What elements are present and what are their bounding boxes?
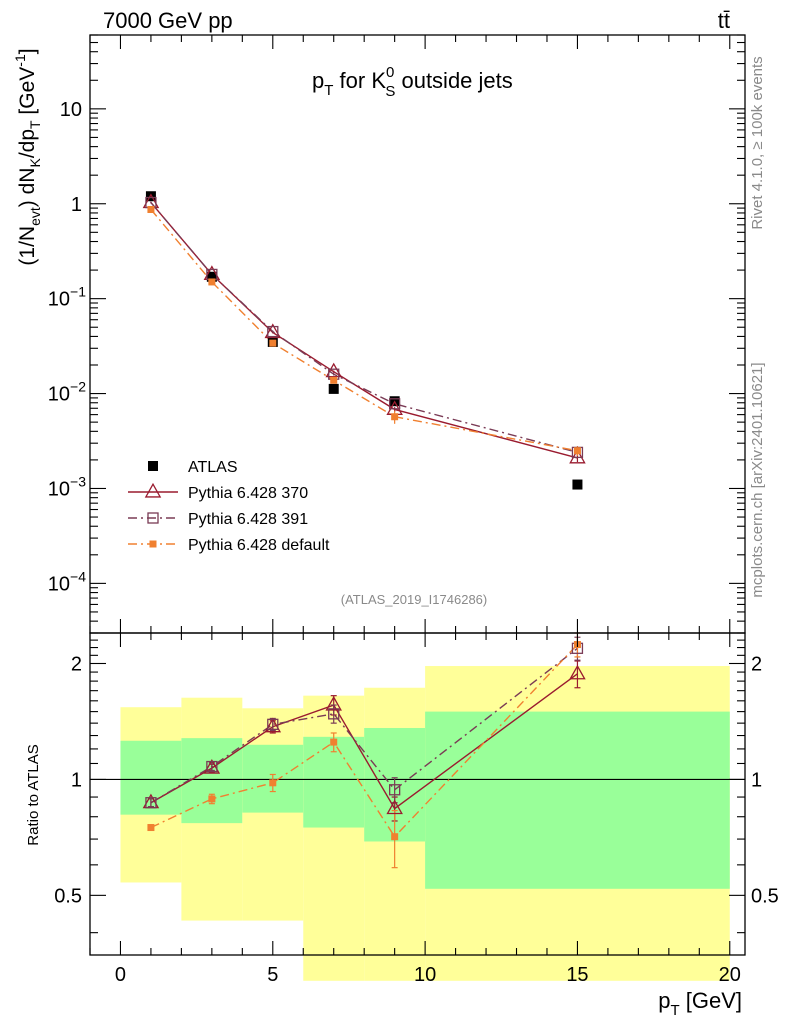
legend-label: Pythia 6.428 default bbox=[188, 537, 330, 554]
data-point bbox=[389, 398, 401, 410]
ratio-point bbox=[208, 795, 216, 803]
x-tick-label: 20 bbox=[719, 964, 741, 986]
ratio-point bbox=[269, 779, 277, 787]
band-outer bbox=[242, 708, 304, 921]
legend: ATLAS Pythia 6.428 370 Pythia 6.428 391 Pyt… bbox=[128, 459, 330, 554]
x-tick-label: 0 bbox=[115, 964, 126, 986]
ratio-ylabel: Ratio to ATLAS bbox=[25, 744, 42, 845]
plot-title: pT for K0 S outside jets bbox=[312, 64, 513, 100]
x-tick-label: 5 bbox=[267, 964, 278, 986]
y-tick-label: 10−2 bbox=[48, 379, 86, 406]
data-point bbox=[145, 191, 156, 202]
ratio-y-tick-label: 2 bbox=[71, 653, 82, 675]
ratio-y-tick-label-right: 2 bbox=[751, 653, 762, 675]
header-right: tt̄ bbox=[718, 8, 730, 33]
legend-label: ATLAS bbox=[188, 459, 238, 476]
series-line bbox=[150, 209, 578, 452]
series-line bbox=[150, 202, 578, 459]
legend-label: Pythia 6.428 370 bbox=[188, 485, 308, 502]
legend-marker bbox=[144, 482, 162, 498]
ratio-y-tick-label-right: 0.5 bbox=[751, 885, 779, 907]
data-point bbox=[267, 325, 279, 338]
header-left: 7000 GeV pp bbox=[103, 8, 233, 33]
data-point bbox=[264, 323, 282, 339]
legend-marker bbox=[149, 540, 157, 548]
ratio-point bbox=[267, 718, 279, 730]
data-point bbox=[208, 278, 216, 286]
ratio-line bbox=[150, 644, 578, 838]
data-point bbox=[269, 339, 277, 347]
ratio-line bbox=[150, 647, 578, 804]
mcplots-label: mcplots.cern.ch [arXiv:2401.10621] bbox=[749, 362, 766, 597]
data-point bbox=[573, 447, 581, 455]
ratio-y-tick-label: 0.5 bbox=[54, 885, 82, 907]
y-tick-label: 10−3 bbox=[48, 473, 86, 500]
data-point bbox=[325, 362, 342, 378]
ratio-y-tick-label-right: 1 bbox=[751, 769, 762, 791]
ratio-line bbox=[150, 673, 578, 810]
data-point bbox=[147, 205, 155, 213]
ratio-point bbox=[147, 824, 155, 832]
data-point bbox=[328, 383, 339, 394]
band-inner bbox=[425, 711, 730, 889]
ratio-point bbox=[389, 784, 401, 796]
y-tick-label: 10 bbox=[60, 99, 82, 121]
main-ylabel: (1/Nevt) dNK/dpT [GeV-1] bbox=[12, 48, 43, 265]
ratio-point bbox=[386, 799, 403, 815]
ratio-point bbox=[569, 664, 586, 680]
legend-marker bbox=[148, 461, 158, 471]
xlabel: pT [GeV] bbox=[658, 988, 742, 1019]
ratio-point bbox=[391, 833, 399, 841]
axes-frames bbox=[89, 34, 746, 956]
series-line bbox=[150, 202, 578, 454]
analysis-watermark: (ATLAS_2019_I1746286) bbox=[341, 592, 487, 607]
data-point bbox=[391, 413, 399, 421]
ratio-point bbox=[325, 695, 342, 711]
ratio-point bbox=[328, 708, 340, 720]
legend-marker bbox=[147, 512, 159, 524]
data-point bbox=[569, 448, 586, 464]
ratio-point bbox=[145, 797, 157, 809]
main-series-layer bbox=[142, 191, 586, 490]
y-tick-label: 10−4 bbox=[48, 568, 86, 595]
rivet-label: Rivet 4.1.0, ≥ 100k events bbox=[749, 56, 766, 229]
ratio-point bbox=[264, 717, 282, 733]
data-point bbox=[206, 271, 217, 282]
data-point bbox=[572, 479, 583, 490]
axis-ticks: 0 5 10 15 20 10 1 10−1 10−2 10−3 10−4 0.5 0.5 1 1 2 2 bbox=[48, 34, 779, 986]
ratio-point bbox=[203, 758, 221, 774]
ratio-point bbox=[206, 760, 218, 773]
ratio-point bbox=[330, 738, 338, 746]
x-tick-label: 15 bbox=[566, 964, 588, 986]
data-point bbox=[330, 376, 338, 384]
x-tick-label: 10 bbox=[414, 964, 436, 986]
ratio-y-tick-label: 1 bbox=[71, 769, 82, 791]
y-tick-label: 1 bbox=[71, 194, 82, 216]
y-tick-label: 10−1 bbox=[48, 284, 86, 311]
ratio-frame bbox=[89, 632, 746, 956]
ratio-uncertainty-bands bbox=[120, 666, 730, 981]
legend-label: Pythia 6.428 391 bbox=[188, 511, 308, 528]
